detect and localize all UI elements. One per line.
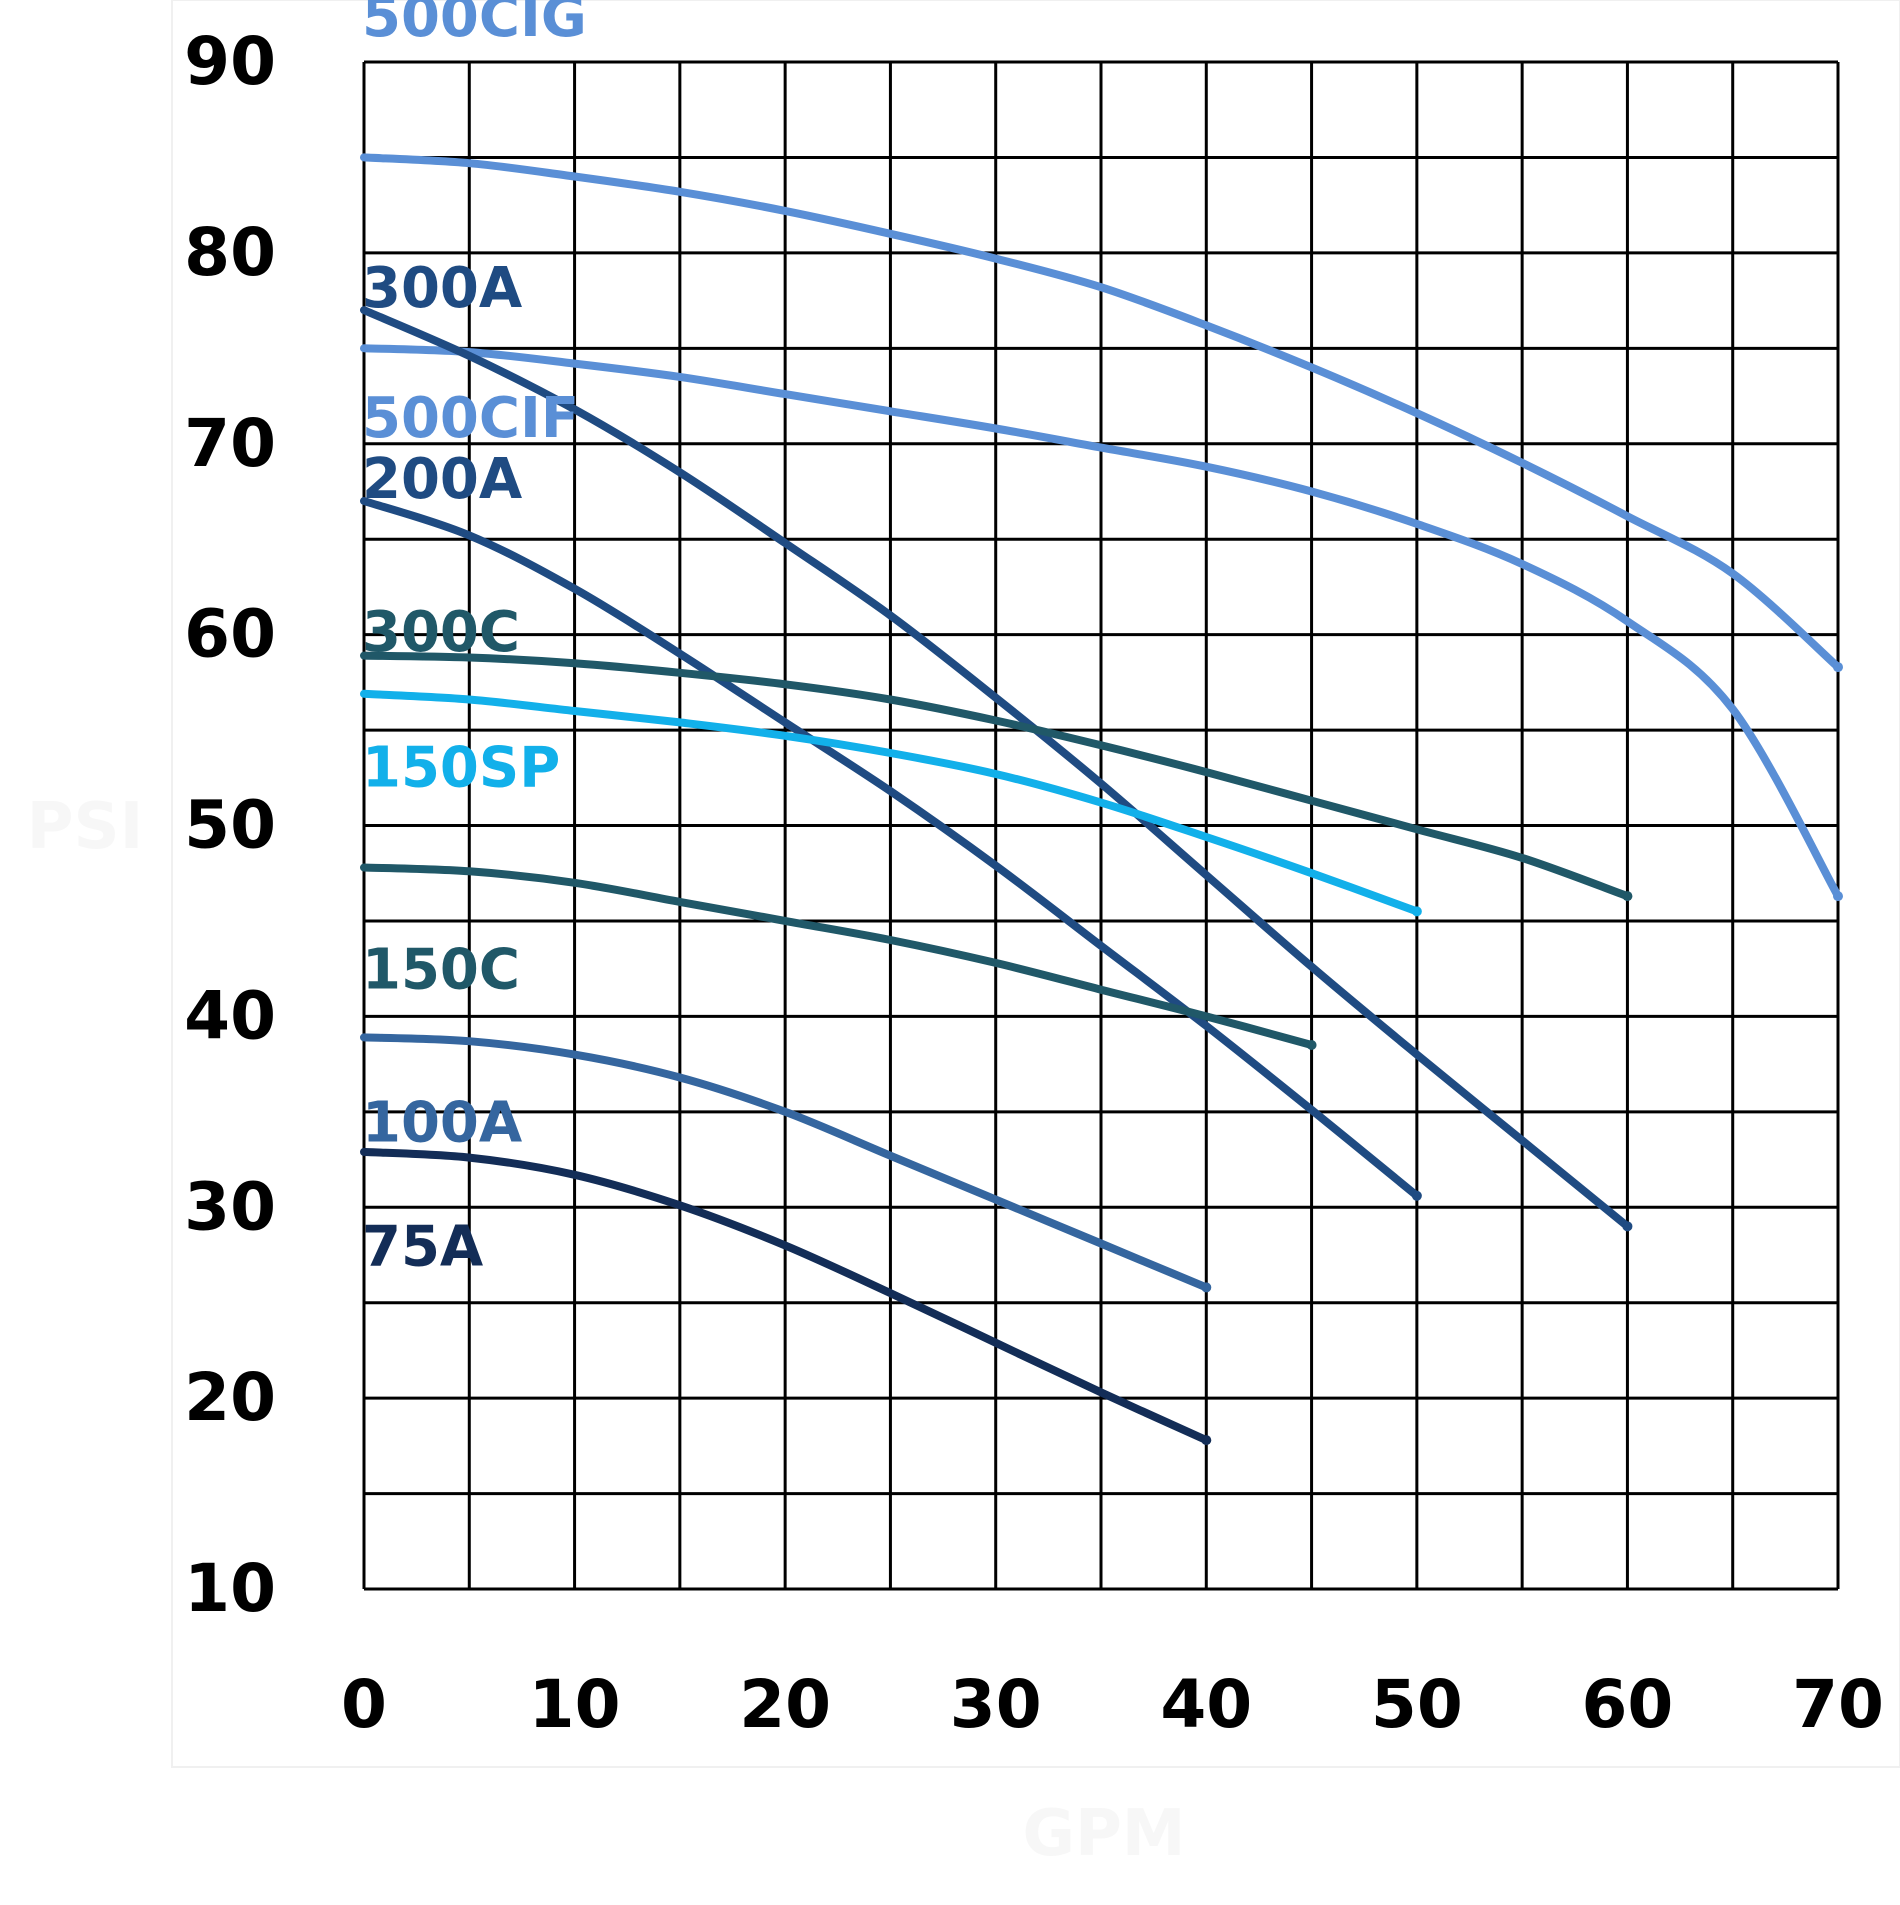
series-label-300c: 300C (362, 600, 520, 665)
series-line-150sp (360, 689, 1421, 916)
series-label-75a: 75A (362, 1214, 484, 1279)
x-tick-label: 30 (950, 1666, 1042, 1743)
series-end-point-300c (1622, 891, 1633, 902)
series-line-100a (360, 1033, 1211, 1292)
series-labels: 500CIG 500CIF 300A 200A 300C 150SP 150C 100A 75A (362, 0, 587, 1279)
y-tick-label: 20 (184, 1359, 276, 1436)
y-tick-label: 40 (184, 977, 276, 1054)
y-tick-label: 30 (184, 1168, 276, 1245)
series-end-point-500cif (1833, 891, 1843, 902)
series-label-500cif: 500CIF (362, 386, 579, 451)
series-label-300a: 300A (362, 256, 523, 321)
series-line-200a (360, 497, 1421, 1200)
x-tick-label: 0 (341, 1666, 387, 1743)
y-tick-label: 60 (184, 596, 276, 673)
series-end-point-100a (1201, 1282, 1212, 1293)
series-line-150c (360, 863, 1316, 1049)
series-end-point-75a (1201, 1435, 1212, 1446)
series-line-500cif (360, 344, 1842, 901)
series-lines (360, 153, 1843, 1446)
x-tick-label: 50 (1371, 1666, 1463, 1743)
series-line-500cig (360, 153, 1842, 672)
series-label-100a: 100A (362, 1090, 523, 1155)
series-line-75a (360, 1147, 1211, 1445)
series-end-point-150c (1306, 1040, 1317, 1051)
y-tick-label: 10 (184, 1550, 276, 1627)
y-tick-label: 50 (184, 787, 276, 864)
chart-frame (171, 0, 1900, 1768)
series-end-point-150sp (1411, 906, 1422, 917)
tick-labels: 10 20 30 40 50 60 70 80 90 0 10 20 30 40 50 60 70 (184, 23, 1884, 1743)
x-tick-label: 10 (529, 1666, 621, 1743)
series-label-150c: 150C (362, 938, 520, 1003)
x-axis-label: GPM (1022, 1797, 1185, 1871)
y-tick-label: 70 (184, 405, 276, 482)
y-tick-label: 90 (184, 23, 276, 100)
x-tick-label: 70 (1792, 1666, 1884, 1743)
series-end-point-200a (1411, 1190, 1422, 1201)
series-label-150sp: 150SP (362, 735, 560, 800)
series-label-200a: 200A (362, 447, 523, 512)
series-end-point-500cig (1833, 662, 1843, 673)
series-line-300c (360, 651, 1632, 901)
x-tick-label: 60 (1581, 1666, 1673, 1743)
series-end-point-300a (1622, 1221, 1633, 1232)
series-label-500cig: 500CIG (362, 0, 587, 50)
y-tick-label: 80 (184, 214, 276, 291)
x-tick-label: 40 (1160, 1666, 1252, 1743)
x-tick-label: 20 (739, 1666, 831, 1743)
grid (362, 60, 1840, 1591)
y-axis-label: PSI (27, 790, 144, 864)
series-line-300a (360, 306, 1632, 1231)
